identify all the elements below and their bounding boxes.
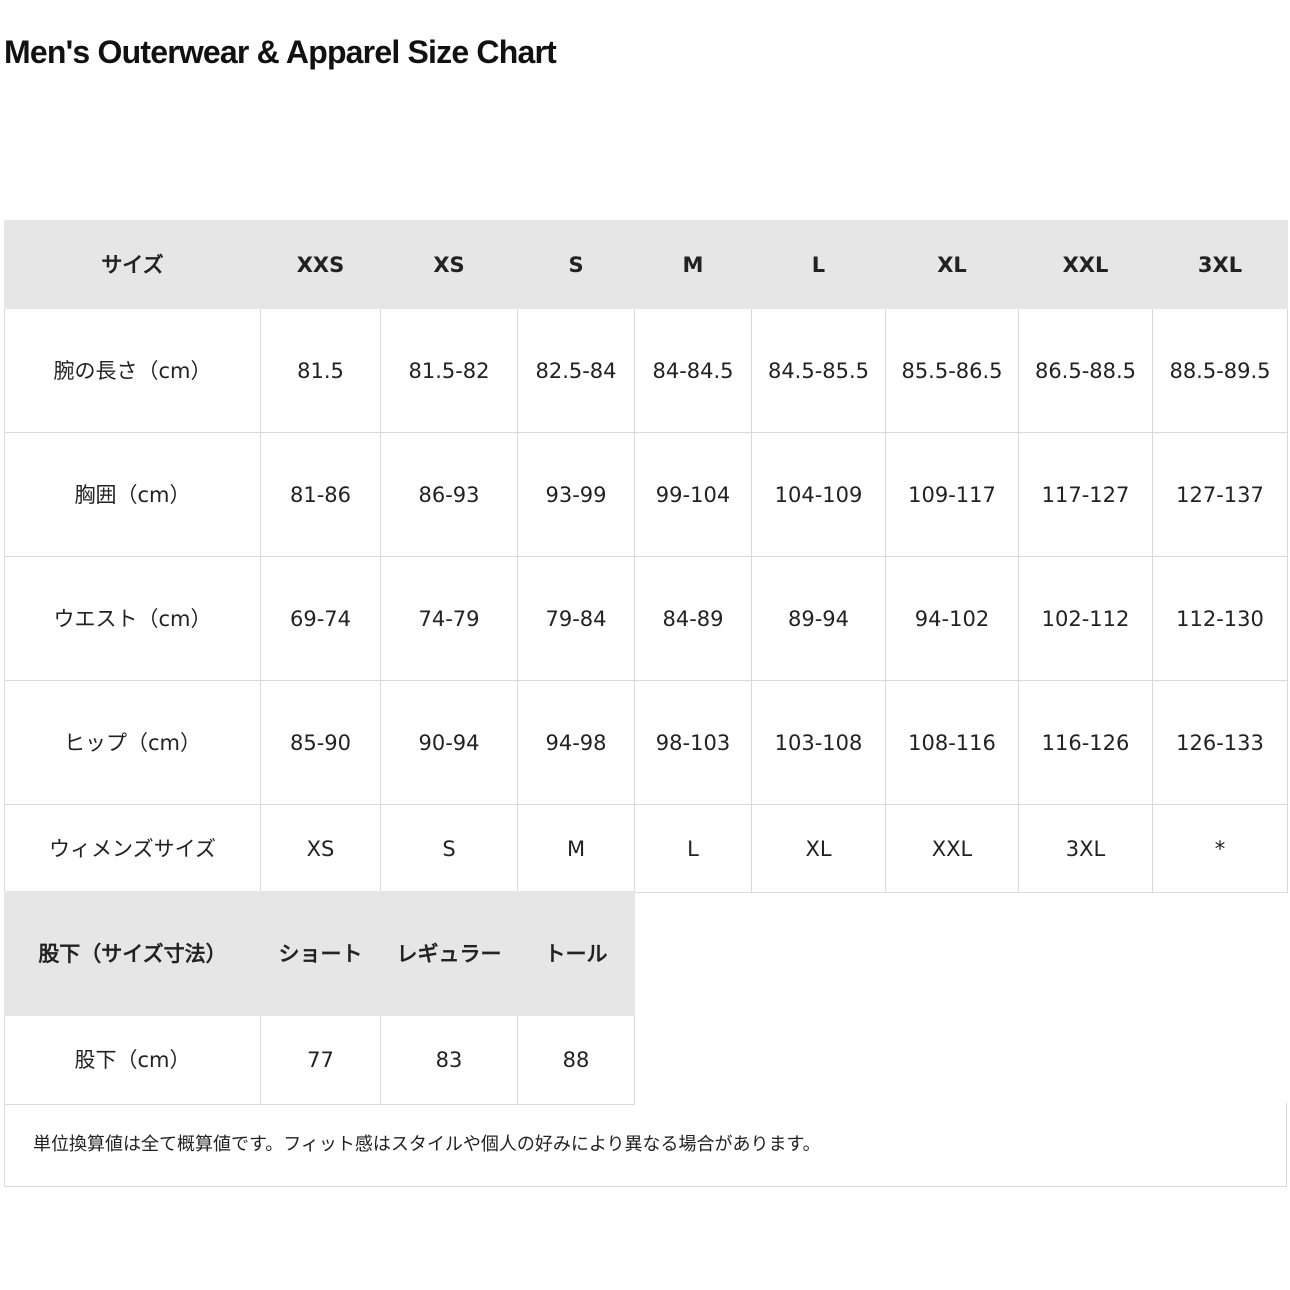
table-cell: 74-79	[380, 556, 518, 681]
note-box: 単位換算値は全て概算値です。フィット感はスタイルや個人の好みにより異なる場合があ…	[4, 1103, 1287, 1187]
table-cell: 88.5-89.5	[1152, 308, 1288, 433]
table-cell: 99-104	[634, 432, 752, 557]
table-cell: XL	[751, 804, 886, 893]
table-row: 腕の長さ（cm） 81.5 81.5-82 82.5-84 84-84.5 84.5-85…	[4, 308, 1288, 433]
table-cell: 83	[380, 1015, 518, 1105]
row-label: 胸囲（cm）	[4, 432, 261, 557]
table-row: 胸囲（cm） 81-86 86-93 93-99 99-104 104-109 109-11…	[4, 432, 1288, 557]
column-header: 3XL	[1152, 220, 1288, 309]
column-header: XL	[885, 220, 1019, 309]
table-cell: 127-137	[1152, 432, 1288, 557]
table-cell: 102-112	[1018, 556, 1153, 681]
row-label: 股下（cm）	[4, 1015, 261, 1105]
table-cell: 98-103	[634, 680, 752, 805]
table-cell: S	[380, 804, 518, 893]
table-cell: 79-84	[517, 556, 635, 681]
inseam-header-row: 股下（サイズ寸法） ショート レギュラー トール	[4, 891, 635, 1016]
table-cell: 82.5-84	[517, 308, 635, 433]
column-header: トール	[517, 891, 635, 1016]
table-cell: 84.5-85.5	[751, 308, 886, 433]
table-cell: M	[517, 804, 635, 893]
column-header: 股下（サイズ寸法）	[4, 891, 261, 1016]
table-cell: 81-86	[260, 432, 381, 557]
table-cell: 81.5-82	[380, 308, 518, 433]
table-cell: 116-126	[1018, 680, 1153, 805]
table-cell: 77	[260, 1015, 381, 1105]
table-cell: 126-133	[1152, 680, 1288, 805]
column-header: サイズ	[4, 220, 261, 309]
column-header: ショート	[260, 891, 381, 1016]
table-cell: 93-99	[517, 432, 635, 557]
table-cell: 112-130	[1152, 556, 1288, 681]
table-cell: XXL	[885, 804, 1019, 893]
table-cell: 117-127	[1018, 432, 1153, 557]
table-cell: 103-108	[751, 680, 886, 805]
page-title: Men's Outerwear & Apparel Size Chart	[4, 34, 557, 70]
table-cell: 89-94	[751, 556, 886, 681]
table-cell: 85.5-86.5	[885, 308, 1019, 433]
column-header: XS	[380, 220, 518, 309]
table-row: 股下（cm） 77 83 88	[4, 1015, 635, 1105]
table-cell: 69-74	[260, 556, 381, 681]
table-cell: 90-94	[380, 680, 518, 805]
table-cell: L	[634, 804, 752, 893]
table-cell: 86.5-88.5	[1018, 308, 1153, 433]
row-label: ウエスト（cm）	[4, 556, 261, 681]
table-cell: 88	[517, 1015, 635, 1105]
table-cell: *	[1152, 804, 1288, 893]
row-label: ヒップ（cm）	[4, 680, 261, 805]
column-header: M	[634, 220, 752, 309]
inseam-table: 股下（サイズ寸法） ショート レギュラー トール 股下（cm） 77 83 88	[4, 891, 635, 1105]
table-cell: 3XL	[1018, 804, 1153, 893]
table-row: ヒップ（cm） 85-90 90-94 94-98 98-103 103-108 108-1…	[4, 680, 1288, 805]
column-header: L	[751, 220, 886, 309]
table-cell: 84-89	[634, 556, 752, 681]
table-cell: 86-93	[380, 432, 518, 557]
disclaimer-note: 単位換算値は全て概算値です。フィット感はスタイルや個人の好みにより異なる場合があ…	[33, 1134, 821, 1155]
table-row: ウエスト（cm） 69-74 74-79 79-84 84-89 89-94 94-102 1…	[4, 556, 1288, 681]
row-label: 腕の長さ（cm）	[4, 308, 261, 433]
size-header-row: サイズ XXS XS S M L XL XXL 3XL	[4, 220, 1288, 309]
column-header: S	[517, 220, 635, 309]
table-cell: 94-102	[885, 556, 1019, 681]
table-cell: 85-90	[260, 680, 381, 805]
table-row: ウィメンズサイズ XS S M L XL XXL 3XL *	[4, 804, 1288, 893]
column-header: XXL	[1018, 220, 1153, 309]
table-cell: 108-116	[885, 680, 1019, 805]
size-table: サイズ XXS XS S M L XL XXL 3XL 腕の長さ（cm） 81.5 81.5-82 8…	[4, 220, 1288, 893]
table-cell: 104-109	[751, 432, 886, 557]
table-cell: 81.5	[260, 308, 381, 433]
table-cell: 109-117	[885, 432, 1019, 557]
column-header: XXS	[260, 220, 381, 309]
table-cell: 84-84.5	[634, 308, 752, 433]
row-label: ウィメンズサイズ	[4, 804, 261, 893]
table-cell: 94-98	[517, 680, 635, 805]
column-header: レギュラー	[380, 891, 518, 1016]
table-cell: XS	[260, 804, 381, 893]
